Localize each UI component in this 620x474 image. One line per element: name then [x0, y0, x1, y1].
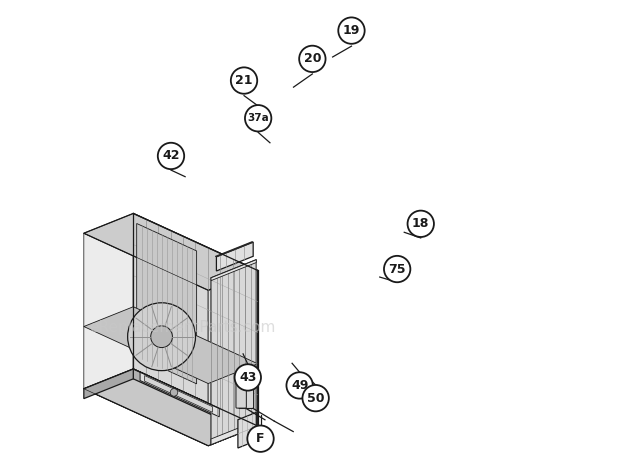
Text: 18: 18 [412, 217, 430, 230]
Polygon shape [136, 223, 197, 384]
Circle shape [245, 105, 272, 131]
Polygon shape [144, 375, 213, 412]
Text: 20: 20 [304, 53, 321, 65]
Circle shape [158, 143, 184, 169]
Circle shape [247, 426, 273, 452]
Polygon shape [133, 213, 258, 426]
Polygon shape [84, 369, 258, 446]
Polygon shape [211, 260, 256, 445]
Polygon shape [208, 271, 258, 446]
Circle shape [128, 303, 195, 371]
Circle shape [231, 67, 257, 94]
Text: 50: 50 [307, 392, 324, 405]
FancyBboxPatch shape [239, 370, 254, 409]
Polygon shape [84, 369, 258, 446]
Ellipse shape [240, 368, 252, 374]
Circle shape [384, 256, 410, 282]
Text: 75: 75 [388, 263, 406, 275]
Text: 21: 21 [235, 74, 253, 87]
Text: 19: 19 [343, 24, 360, 37]
Polygon shape [238, 412, 256, 448]
Polygon shape [211, 421, 256, 445]
Circle shape [286, 372, 313, 399]
Circle shape [170, 389, 178, 396]
Polygon shape [140, 372, 219, 417]
Text: F: F [256, 432, 265, 445]
Text: 42: 42 [162, 149, 180, 163]
Circle shape [299, 46, 326, 72]
Polygon shape [216, 242, 253, 271]
Text: 43: 43 [239, 371, 257, 384]
Polygon shape [84, 233, 208, 446]
Text: eReplacementParts.com: eReplacementParts.com [89, 319, 276, 335]
Polygon shape [133, 369, 258, 436]
Polygon shape [211, 260, 256, 281]
Circle shape [234, 364, 261, 391]
Polygon shape [84, 307, 258, 383]
Circle shape [151, 326, 172, 347]
FancyBboxPatch shape [236, 380, 246, 408]
Polygon shape [84, 369, 133, 399]
Polygon shape [84, 213, 258, 290]
Circle shape [303, 385, 329, 411]
Text: 49: 49 [291, 379, 308, 392]
Polygon shape [215, 242, 253, 257]
Text: 37a: 37a [247, 113, 269, 123]
Circle shape [407, 210, 434, 237]
Circle shape [339, 18, 365, 44]
